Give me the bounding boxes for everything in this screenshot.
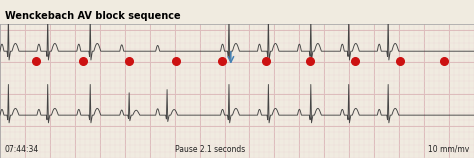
Text: Pause 2.1 seconds: Pause 2.1 seconds xyxy=(175,145,246,154)
Text: Wenckebach AV block sequence: Wenckebach AV block sequence xyxy=(5,11,181,21)
Text: 10 mm/mv: 10 mm/mv xyxy=(428,145,469,154)
Text: 07:44:34: 07:44:34 xyxy=(5,145,39,154)
